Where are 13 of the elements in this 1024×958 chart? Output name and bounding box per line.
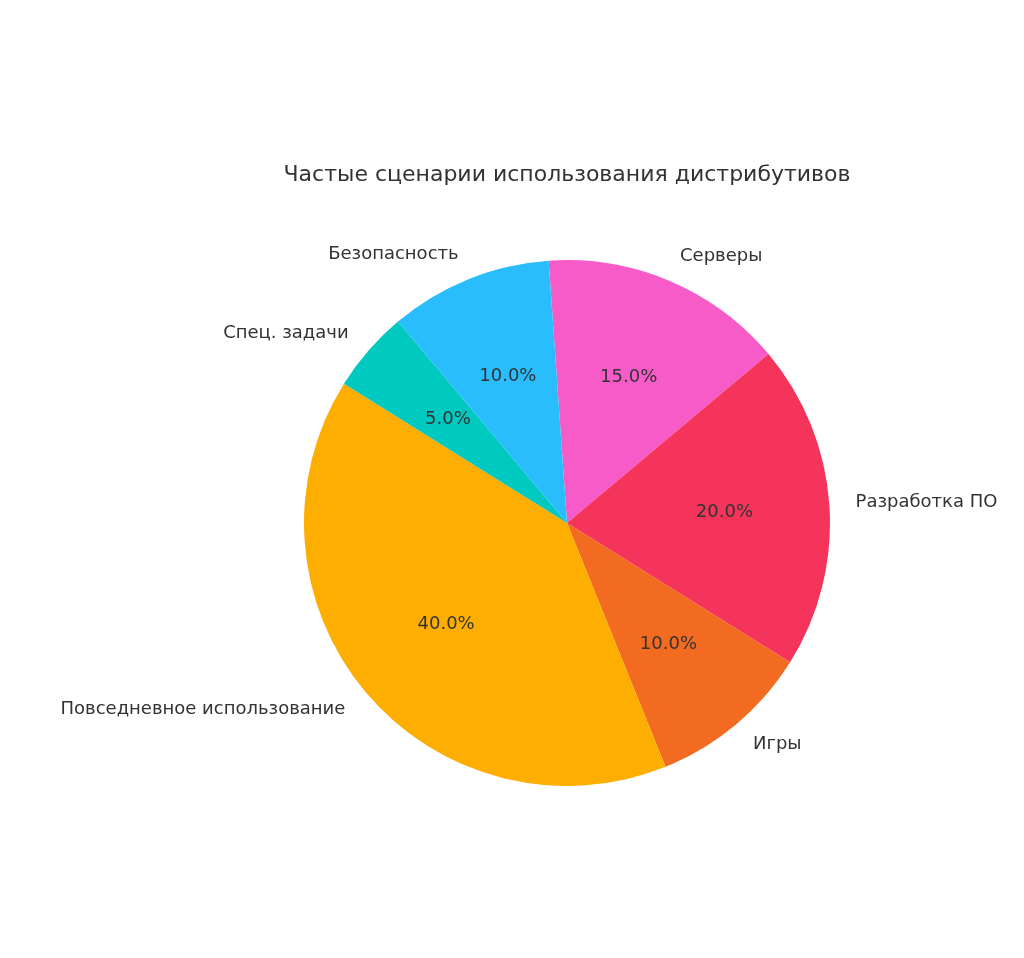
slice-label: Серверы xyxy=(680,244,763,266)
data-label: 20.0% xyxy=(695,499,754,521)
data-label: 40.0% xyxy=(417,612,475,634)
slice-label: Повседневное использование xyxy=(60,696,346,718)
data-label: 10.0% xyxy=(479,364,537,386)
slice-label: Игры xyxy=(752,732,802,754)
data-label: 15.0% xyxy=(600,365,658,387)
chart-title: Частые сценарии использования дистрибутивов xyxy=(283,160,851,186)
slice-label: Безопасность xyxy=(328,242,459,264)
slice-label: Спец. задачи xyxy=(223,320,349,342)
slice-label: Разработка ПО xyxy=(855,490,998,512)
data-label: 5.0% xyxy=(425,407,471,429)
data-label: 10.0% xyxy=(639,631,698,653)
